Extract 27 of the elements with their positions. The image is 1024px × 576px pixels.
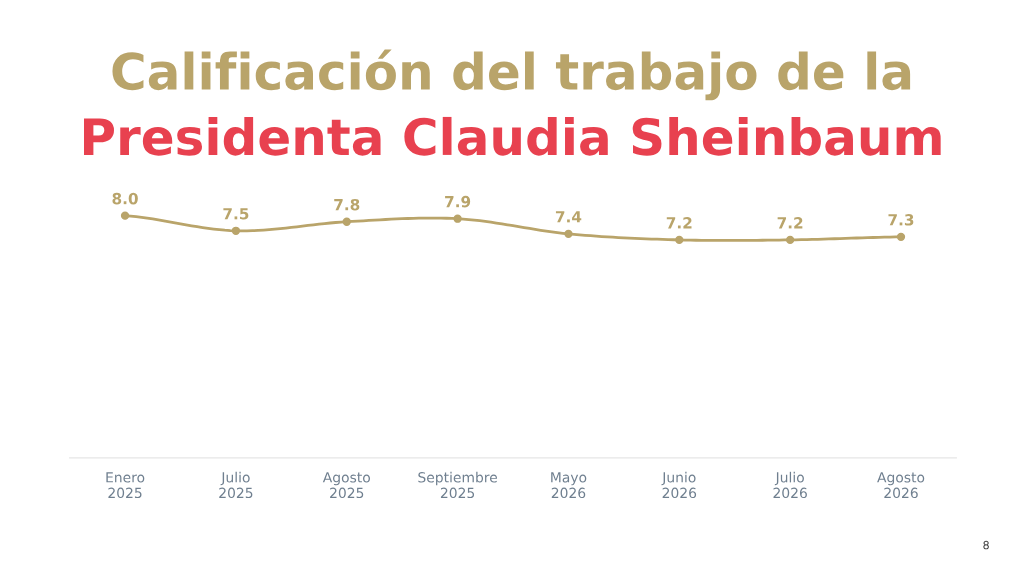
data-label: 7.9 <box>445 195 471 208</box>
x-tick-label: Enero 2025 <box>106 472 145 499</box>
point <box>231 226 241 235</box>
point <box>453 214 462 223</box>
data-label: 7.3 <box>888 214 914 226</box>
data-label: 8.0 <box>112 192 138 205</box>
chart-title: Calificación del trabajo de la <box>112 49 911 101</box>
point <box>120 211 130 220</box>
point <box>896 232 906 242</box>
chart-subtitle: Presidenta Claudia Sheinbaum <box>84 116 941 156</box>
point <box>342 217 351 226</box>
text: 8 <box>983 540 989 550</box>
point <box>785 235 795 245</box>
x-tick-label: Julio 2025 <box>219 471 253 499</box>
x-tick-label: Mayo 2026 <box>551 472 587 499</box>
data-label: 7.5 <box>223 208 249 220</box>
x-tick-label: Septiembre 2025 <box>418 471 498 499</box>
data-label: 7.4 <box>555 211 582 223</box>
x-tick-label: Julio 2026 <box>773 471 807 499</box>
point <box>675 235 684 245</box>
point <box>564 229 573 239</box>
data-label: 7.2 <box>777 217 803 229</box>
data-label: 7.8 <box>334 198 360 211</box>
x-tick-label: Agosto 2026 <box>877 472 925 499</box>
x-tick-label: Junio 2026 <box>661 471 697 499</box>
x-tick-label: Agosto 2025 <box>322 472 370 499</box>
data-label: 7.2 <box>666 217 692 229</box>
